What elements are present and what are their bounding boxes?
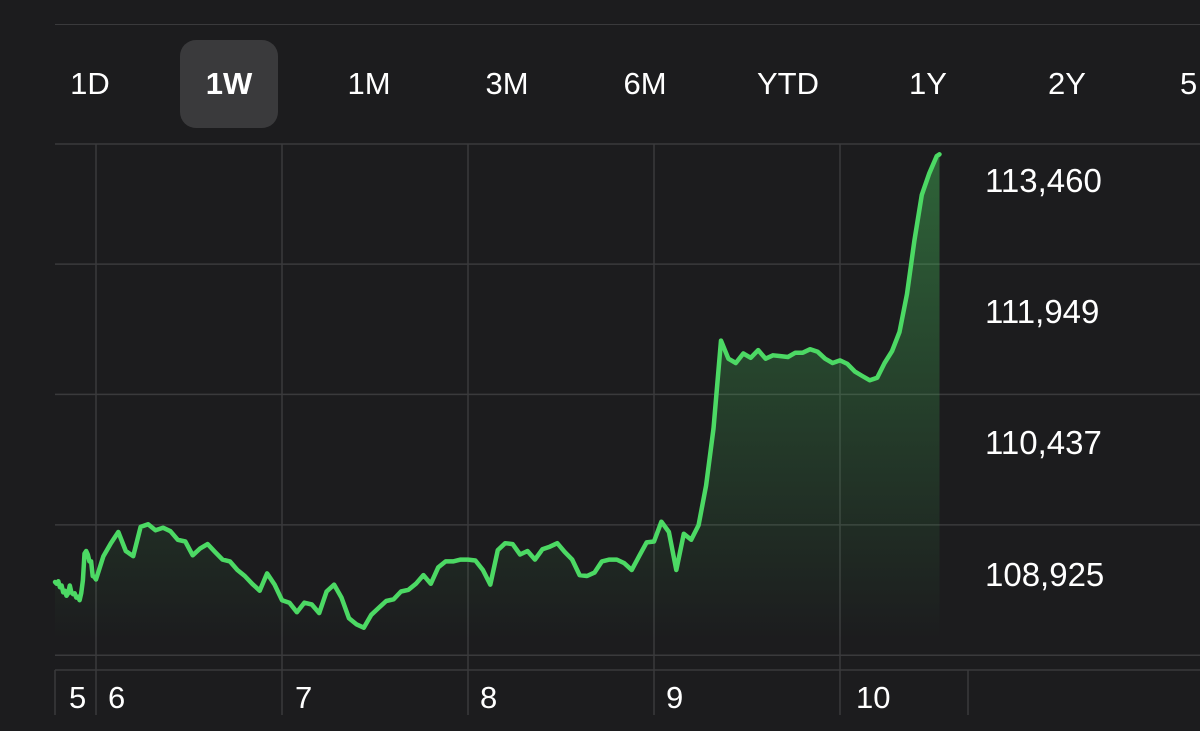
tab-3m[interactable]: 3M [485, 66, 529, 101]
y-axis-labels: 113,460 111,949 110,437 108,925 [985, 162, 1104, 593]
x-axis-labels: 5 6 7 8 9 10 [69, 680, 890, 715]
tab-2y[interactable]: 2Y [1048, 66, 1086, 101]
y-tick-label: 113,460 [985, 162, 1102, 199]
tab-6m[interactable]: 6M [623, 66, 667, 101]
top-divider [55, 24, 1200, 25]
area-fill [55, 154, 940, 641]
y-tick-label: 110,437 [985, 424, 1102, 461]
y-tick-label: 108,925 [985, 556, 1104, 593]
y-tick-label: 111,949 [985, 293, 1099, 330]
tab-5y-partial[interactable]: 5 [1180, 66, 1198, 101]
horizontal-gridlines [55, 263, 1200, 656]
x-tick-label: 10 [856, 680, 890, 715]
tab-ytd[interactable]: YTD [757, 66, 819, 101]
x-tick-label: 9 [666, 680, 683, 715]
tab-1w[interactable]: 1W [180, 40, 278, 128]
chart-frame [54, 143, 1200, 715]
tab-1m[interactable]: 1M [347, 66, 391, 101]
x-tick-label: 6 [108, 680, 125, 715]
tab-1y[interactable]: 1Y [909, 66, 947, 101]
price-line [52, 152, 942, 630]
range-tabs: 1D 1W 1M 3M 6M YTD 1Y 2Y 5 [0, 40, 1200, 130]
x-tick-label: 8 [480, 680, 497, 715]
x-tick-label: 7 [295, 680, 312, 715]
tab-1d[interactable]: 1D [70, 66, 110, 101]
x-tick-label: 5 [69, 680, 86, 715]
